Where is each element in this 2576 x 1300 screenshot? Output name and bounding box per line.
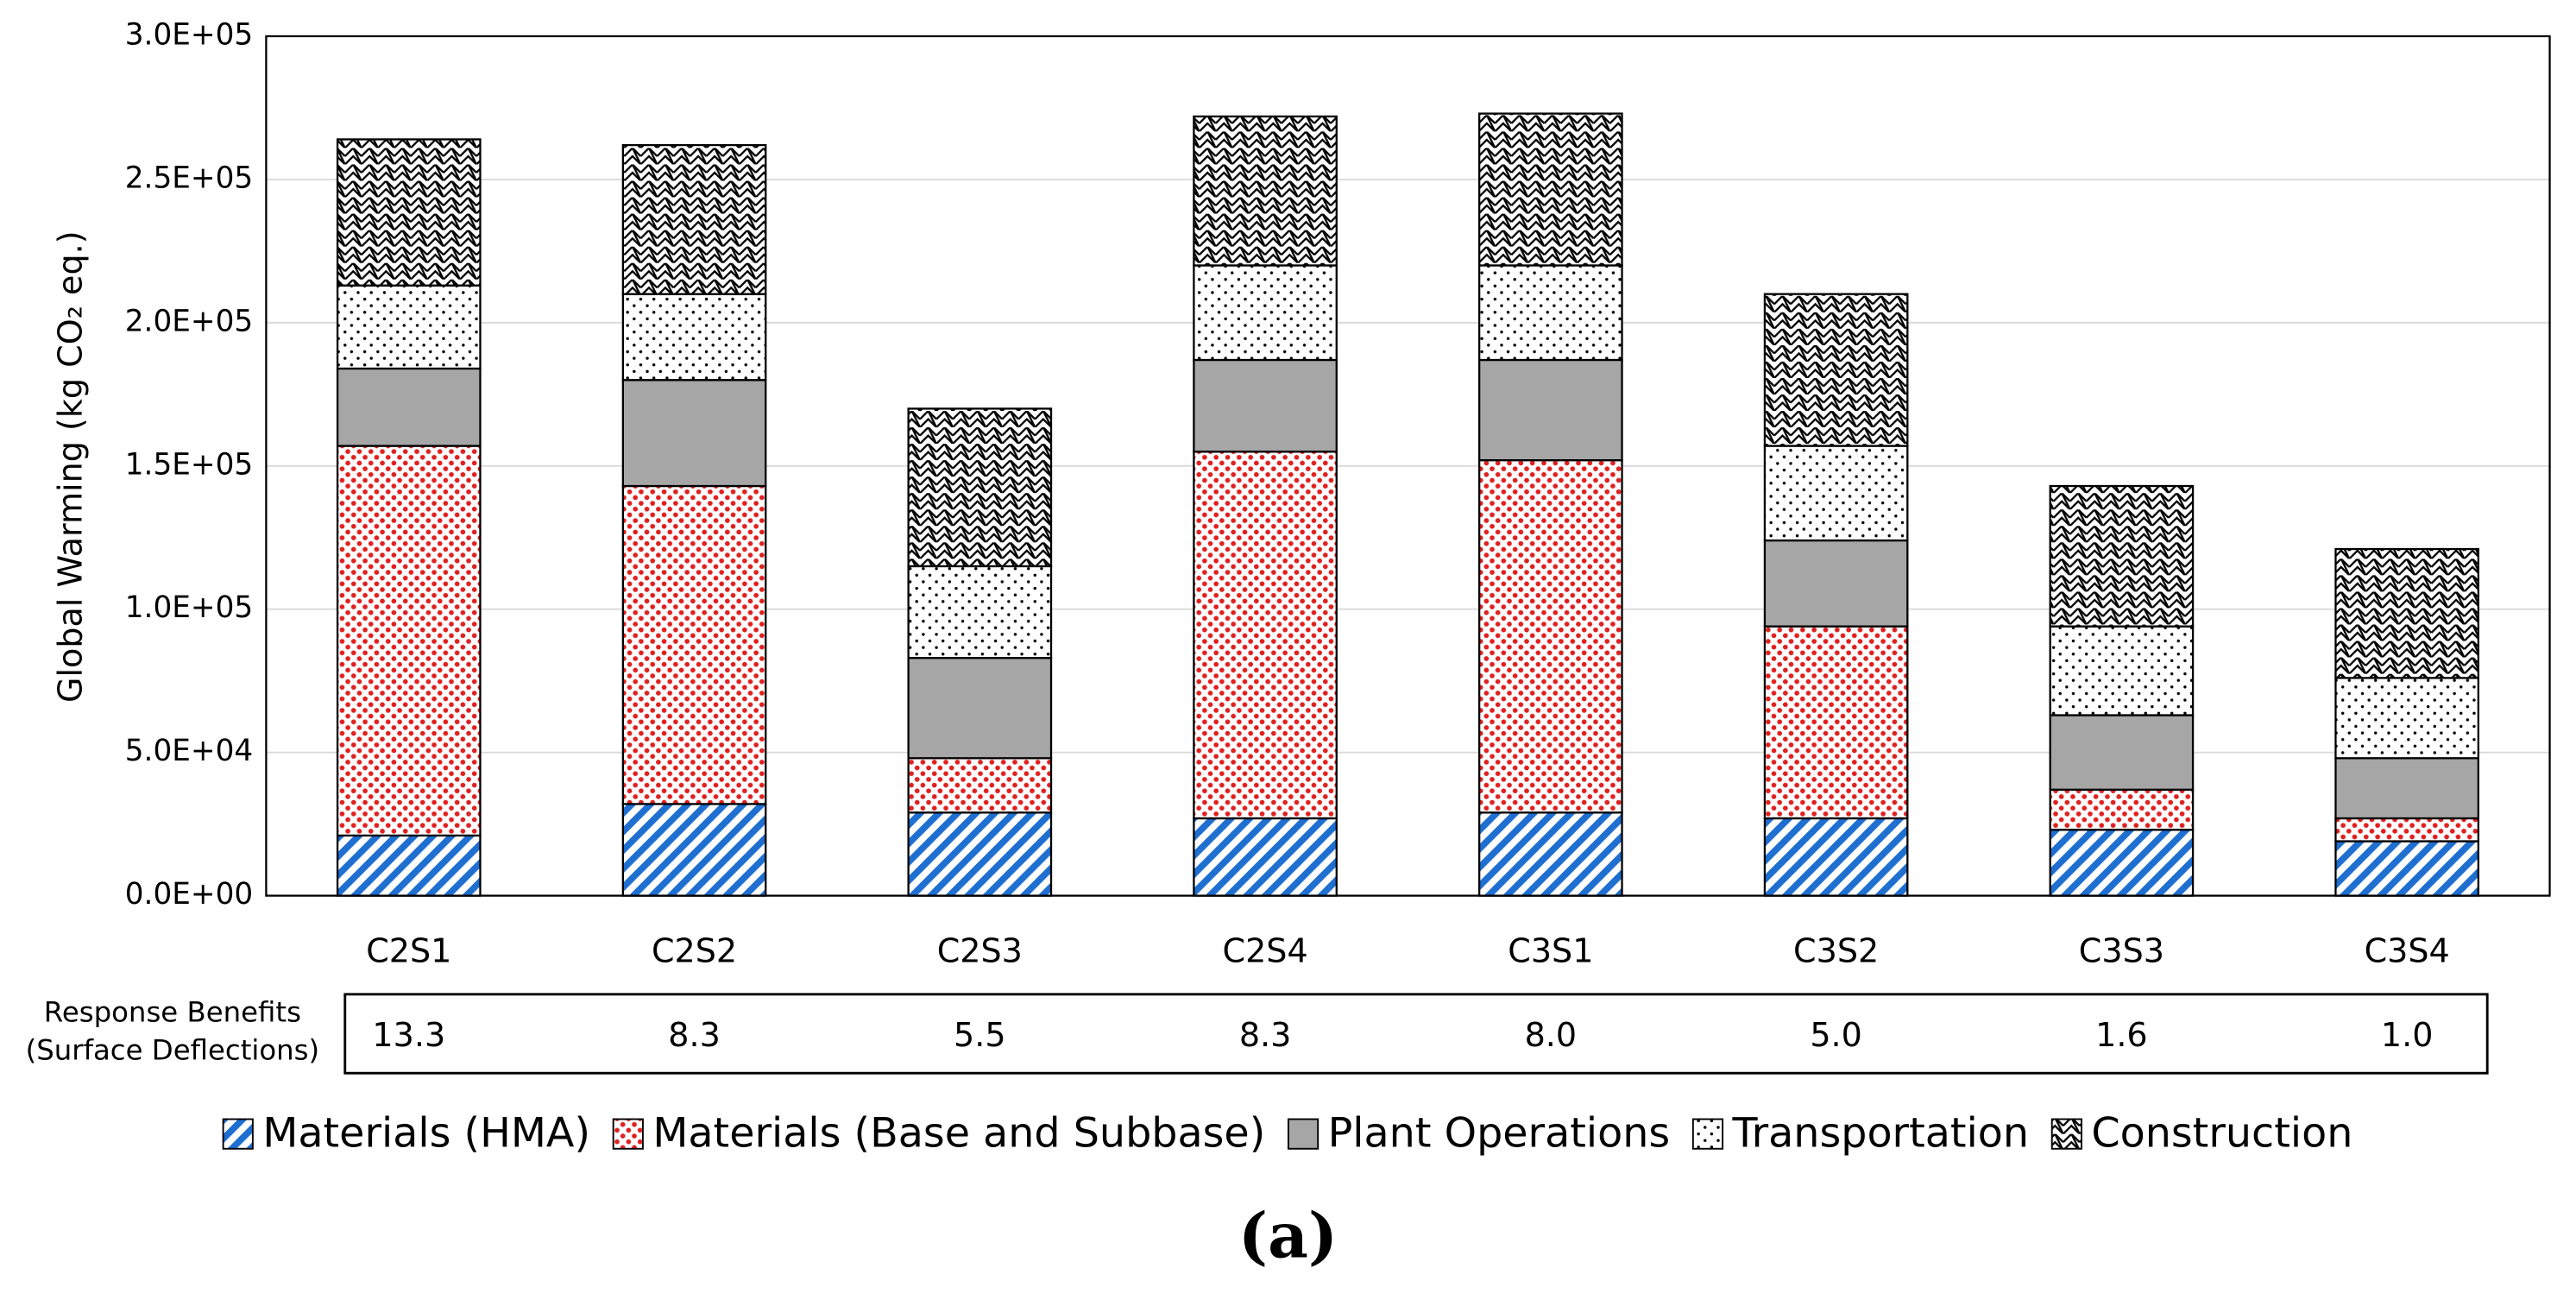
bar-segment	[336, 445, 482, 837]
benefits-label: Response Benefits	[44, 996, 301, 1029]
bar-segment	[1478, 112, 1623, 267]
bar-segment	[2049, 788, 2195, 831]
x-tick-label: C2S3	[937, 932, 1023, 970]
legend-swatch	[2050, 1118, 2082, 1150]
bar-segment	[1478, 459, 1623, 814]
bar-segment	[336, 138, 482, 287]
bar-segment	[907, 657, 1053, 760]
x-tick-label: C3S4	[2365, 932, 2450, 970]
benefits-box	[343, 993, 2489, 1075]
bar-segment	[336, 284, 482, 370]
legend-label: Transportation	[1732, 1110, 2030, 1158]
bar-segment	[621, 803, 767, 897]
plot-frame	[265, 35, 2551, 897]
bar-segment	[2334, 840, 2479, 897]
y-tick-label: 1.5E+05	[125, 447, 253, 482]
bar-segment	[621, 293, 767, 382]
bar-segment	[1193, 451, 1338, 820]
y-tick-label: 2.5E+05	[125, 161, 253, 195]
bar-segment	[907, 565, 1053, 659]
bar-segment	[336, 834, 482, 897]
bar-segment	[2049, 625, 2195, 716]
bar-segment	[907, 757, 1053, 814]
bar-segment	[1478, 811, 1623, 897]
benefit-value: 8.3	[668, 1016, 721, 1054]
bar-segment	[1763, 625, 1909, 820]
bar-segment	[1193, 358, 1338, 453]
y-axis-label: Global Warming (kg CO₂ eq.)	[51, 230, 89, 703]
x-tick-label: C2S2	[652, 932, 737, 970]
y-tick-label: 1.0E+05	[125, 590, 253, 625]
bar-segment	[2049, 484, 2195, 628]
legend-swatch	[222, 1118, 254, 1150]
y-tick-label: 5.0E+04	[125, 734, 253, 768]
bar-segment	[2049, 714, 2195, 791]
bar-segment	[1763, 445, 1909, 542]
legend-swatch	[1691, 1118, 1724, 1150]
benefit-value: 13.3	[372, 1016, 445, 1054]
y-tick-label: 2.0E+05	[125, 304, 253, 338]
bar-segment	[2334, 817, 2479, 842]
bar-segment	[1193, 817, 1338, 897]
bar-segment	[621, 379, 767, 488]
bar-segment	[907, 407, 1053, 568]
y-tick-label: 3.0E+05	[125, 17, 253, 52]
benefit-value: 1.0	[2381, 1016, 2434, 1054]
bar-segment	[2334, 677, 2479, 760]
benefit-value: 5.5	[954, 1016, 1006, 1054]
bar-segment	[2334, 547, 2479, 679]
bar-segment	[1478, 264, 1623, 362]
benefits-label: (Surface Deflections)	[26, 1033, 320, 1066]
x-tick-label: C2S1	[366, 932, 451, 970]
x-tick-label: C3S1	[1508, 932, 1593, 970]
benefit-value: 8.3	[1239, 1016, 1292, 1054]
legend: Materials (HMA) Materials (Base and Subba…	[222, 1110, 2352, 1158]
benefit-value: 1.6	[2095, 1016, 2148, 1054]
x-tick-label: C3S2	[1793, 932, 1879, 970]
bar-segment	[621, 484, 767, 805]
legend-label: Materials (Base and Subbase)	[652, 1110, 1265, 1158]
bar-segment	[1193, 264, 1338, 362]
bar-segment	[1763, 539, 1909, 628]
bar-segment	[621, 143, 767, 295]
benefit-value: 8.0	[1525, 1016, 1578, 1054]
caption: (a)	[1238, 1199, 1338, 1272]
legend-label: Plant Operations	[1328, 1110, 1671, 1158]
legend-swatch	[1287, 1118, 1319, 1150]
bar-segment	[907, 811, 1053, 897]
legend-label: Materials (HMA)	[262, 1110, 590, 1158]
bar-segment	[1763, 293, 1909, 447]
legend-label: Construction	[2091, 1110, 2352, 1158]
bar-segment	[2334, 757, 2479, 820]
bar-segment	[1193, 115, 1338, 267]
x-tick-label: C2S4	[1223, 932, 1308, 970]
bar-segment	[1478, 358, 1623, 462]
legend-swatch	[612, 1118, 644, 1150]
x-tick-label: C3S3	[2079, 932, 2164, 970]
bar-segment	[336, 367, 482, 447]
bar-segment	[2049, 829, 2195, 897]
bar-segment	[1763, 817, 1909, 897]
benefit-value: 5.0	[1810, 1016, 1862, 1054]
y-tick-label: 0.0E+00	[125, 877, 253, 912]
